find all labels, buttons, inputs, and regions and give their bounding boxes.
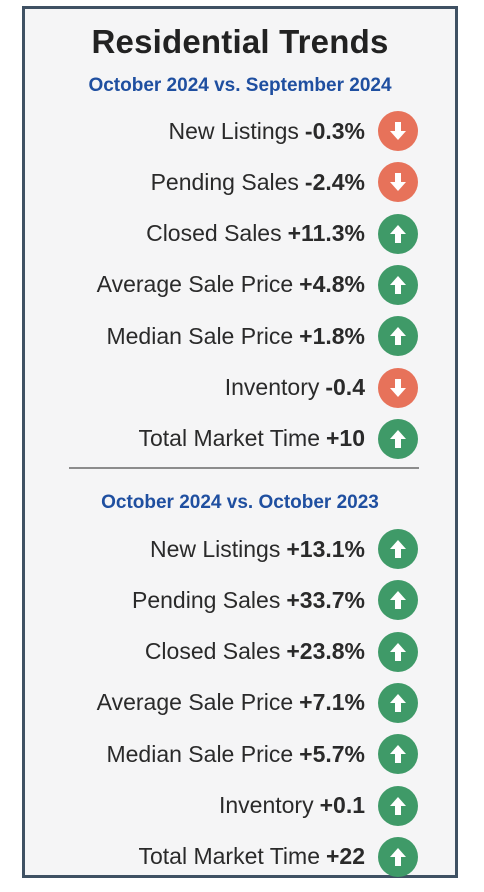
trend-label: Closed Sales [144, 638, 281, 665]
trend-label: Total Market Time [138, 843, 320, 870]
arrow-up-icon [378, 836, 418, 877]
trend-label: Total Market Time [138, 425, 320, 452]
trend-value: +10 [325, 425, 365, 452]
trend-row: Pending Sales +33.7% [25, 580, 365, 620]
trend-label: Average Sale Price [96, 271, 294, 298]
trend-row: Closed Sales +23.8% [25, 632, 365, 672]
trend-label: New Listings [168, 117, 299, 144]
trend-row: Average Sale Price +4.8% [25, 265, 365, 305]
trend-label: Inventory [218, 792, 314, 818]
arrow-up-icon [378, 213, 418, 254]
trend-value: +0.1 [319, 792, 365, 818]
trend-row: Inventory -0.4 [25, 368, 365, 408]
trend-row: Closed Sales +11.3% [25, 214, 365, 254]
trend-label: Median Sale Price [106, 740, 294, 767]
arrow-up-icon [378, 631, 418, 672]
trend-label: Closed Sales [146, 220, 282, 247]
arrow-up-icon [378, 316, 418, 357]
trend-value: -0.3% [304, 117, 365, 144]
arrow-down-icon [378, 367, 418, 408]
arrow-up-icon [378, 785, 418, 826]
trend-label: Average Sale Price [96, 689, 294, 716]
trend-row: New Listings +13.1% [25, 529, 365, 569]
trend-value: +4.8% [299, 271, 365, 298]
residential-trends-card: Residential Trends October 2024 vs. Sept… [22, 6, 458, 878]
trend-row: Average Sale Price +7.1% [25, 683, 365, 723]
trend-value: +23.8% [286, 638, 365, 665]
arrow-down-icon [378, 162, 418, 203]
trend-row: New Listings -0.3% [25, 111, 365, 151]
section-divider [69, 467, 419, 469]
trend-label: Median Sale Price [106, 322, 294, 349]
trend-value: +33.7% [286, 586, 365, 613]
arrow-up-icon [378, 264, 418, 305]
trend-row: Median Sale Price +1.8% [25, 316, 365, 356]
trend-row: Total Market Time +22 [25, 837, 365, 877]
trend-row: Median Sale Price +5.7% [25, 734, 365, 774]
trend-row: Pending Sales -2.4% [25, 162, 365, 202]
page-title: Residential Trends [91, 23, 389, 60]
trend-value: +5.7% [299, 740, 365, 767]
trend-value: +13.1% [286, 535, 365, 562]
arrow-up-icon [378, 529, 418, 569]
arrow-up-icon [378, 734, 418, 775]
trend-label: Inventory [224, 374, 320, 400]
trend-value: -2.4% [304, 168, 365, 195]
section-1-subtitle: October 2024 vs. September 2024 [88, 75, 392, 96]
arrow-up-icon [378, 418, 418, 459]
trend-value: +1.8% [299, 322, 365, 349]
section-2-subtitle: October 2024 vs. October 2023 [101, 492, 379, 513]
trend-label: Pending Sales [132, 586, 281, 613]
trend-value: +22 [325, 843, 365, 870]
arrow-up-icon [378, 580, 418, 621]
trend-label: Pending Sales [150, 168, 299, 195]
trend-value: +7.1% [299, 689, 365, 716]
trend-value: -0.4 [325, 374, 365, 400]
arrow-up-icon [378, 682, 418, 723]
trend-row: Total Market Time +10 [25, 419, 365, 459]
arrow-down-icon [378, 111, 418, 151]
trend-row: Inventory +0.1 [25, 786, 365, 826]
trend-label: New Listings [149, 535, 281, 562]
trend-value: +11.3% [287, 220, 365, 247]
